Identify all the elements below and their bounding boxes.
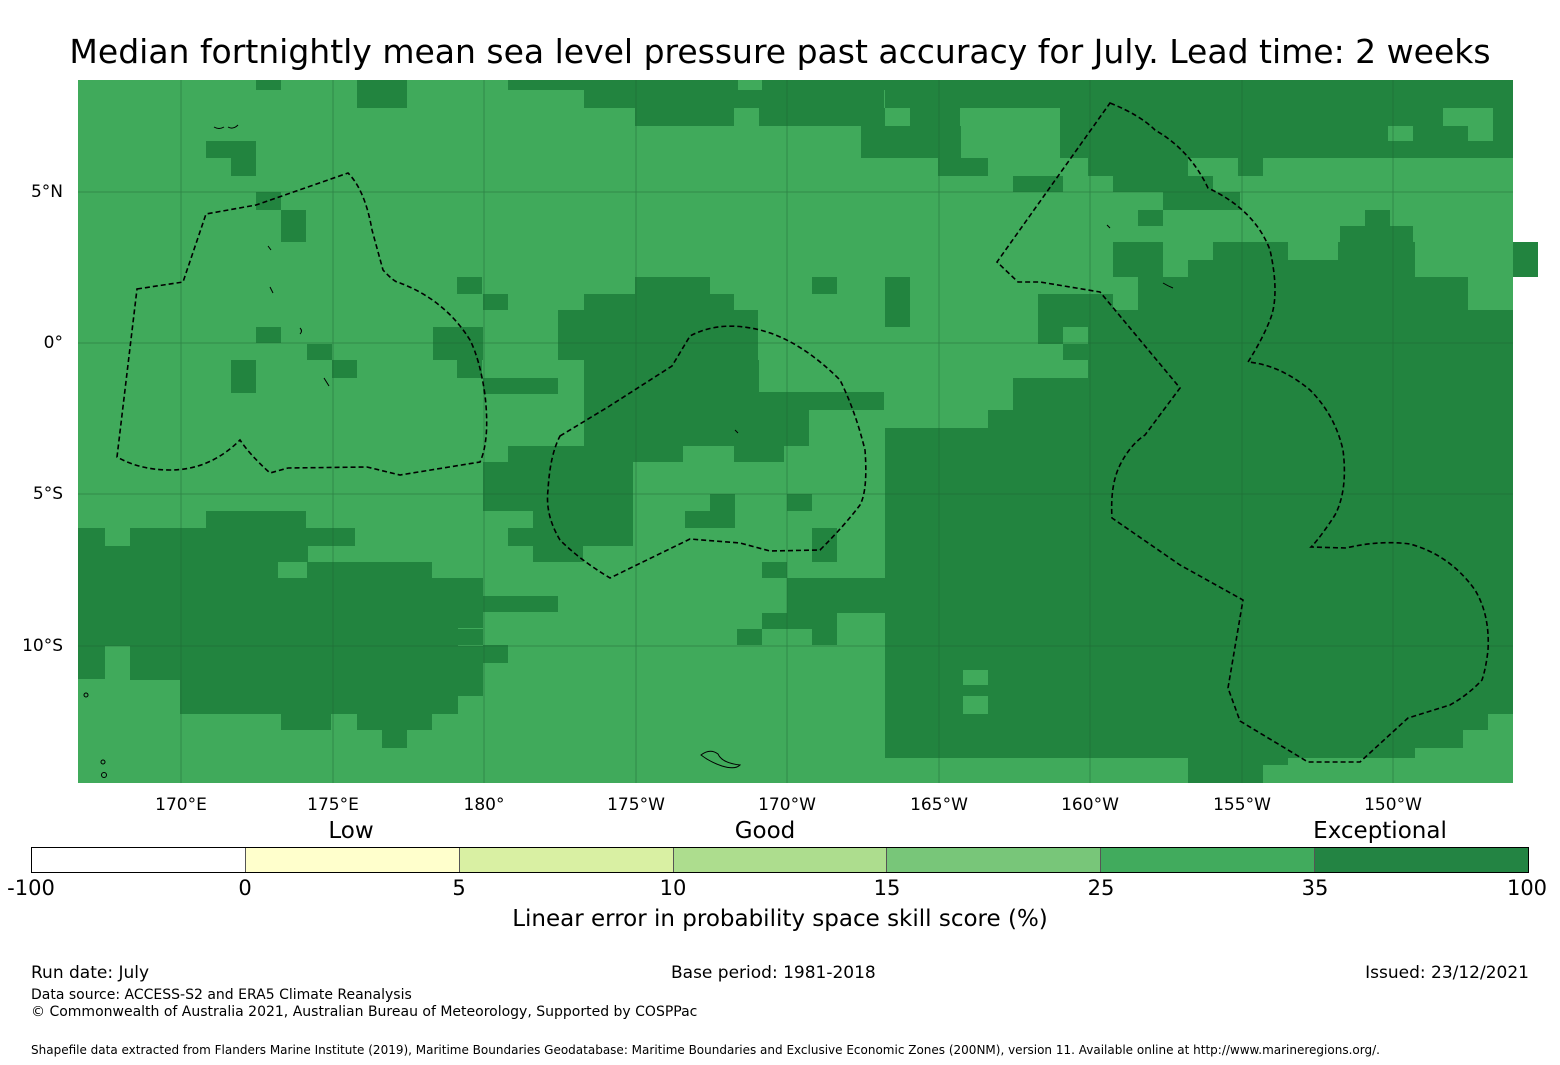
islands: [83, 124, 1174, 778]
map-title: Median fortnightly mean sea level pressu…: [69, 32, 1491, 71]
colorbar-tick: 5: [452, 876, 466, 900]
category-exceptional: Exceptional: [1313, 818, 1447, 844]
colorbar-label: Linear error in probability space skill …: [512, 906, 1048, 932]
colorbar-tick: 0: [238, 876, 252, 900]
lat-label: 5°S: [32, 484, 63, 504]
colorbar: [31, 847, 1529, 873]
colorbar-tick: 15: [873, 876, 901, 900]
colorbar-segment: [245, 848, 460, 872]
run-date: Run date: July: [31, 963, 150, 983]
colorbar-segment: [1315, 848, 1529, 872]
eez-boundaries: [116, 102, 1490, 763]
copyright: © Commonwealth of Australia 2021, Austra…: [31, 1004, 698, 1020]
data-source: Data source: ACCESS-S2 and ERA5 Climate …: [31, 987, 412, 1003]
base-period: Base period: 1981-2018: [671, 963, 876, 983]
lon-label: 150°W: [1364, 795, 1422, 815]
lower-skill-patches: [686, 108, 1513, 783]
lon-label: 155°W: [1213, 795, 1271, 815]
shapefile-credit: Shapefile data extracted from Flanders M…: [31, 1043, 1380, 1057]
issued-date: Issued: 23/12/2021: [1365, 963, 1529, 983]
lon-label: 165°W: [910, 795, 968, 815]
colorbar-tick: 25: [1087, 876, 1115, 900]
colorbar-tick: 35: [1301, 876, 1329, 900]
lon-label: 175°E: [307, 795, 359, 815]
lon-label: 160°W: [1061, 795, 1119, 815]
lon-label: 175°W: [607, 795, 665, 815]
colorbar-segment: [1101, 848, 1316, 872]
colorbar-segment: [673, 848, 888, 872]
lon-label: 180°: [463, 795, 505, 815]
skill-map: [78, 80, 1538, 783]
lon-label: 170°E: [155, 795, 207, 815]
colorbar-tick: -100: [7, 876, 55, 900]
high-skill-regions: [78, 80, 1538, 783]
lon-label: 170°W: [758, 795, 816, 815]
lat-label: 5°N: [30, 182, 63, 202]
colorbar-segment: [887, 848, 1102, 872]
lat-label: 10°S: [22, 636, 63, 656]
lat-label: 0°: [43, 333, 63, 353]
colorbar-segment: [459, 848, 674, 872]
category-good: Good: [734, 818, 796, 844]
graticule: [78, 80, 1513, 783]
colorbar-segment: [32, 848, 246, 872]
colorbar-tick: 10: [659, 876, 687, 900]
category-low: Low: [328, 818, 374, 844]
colorbar-tick: 100: [1506, 876, 1548, 900]
